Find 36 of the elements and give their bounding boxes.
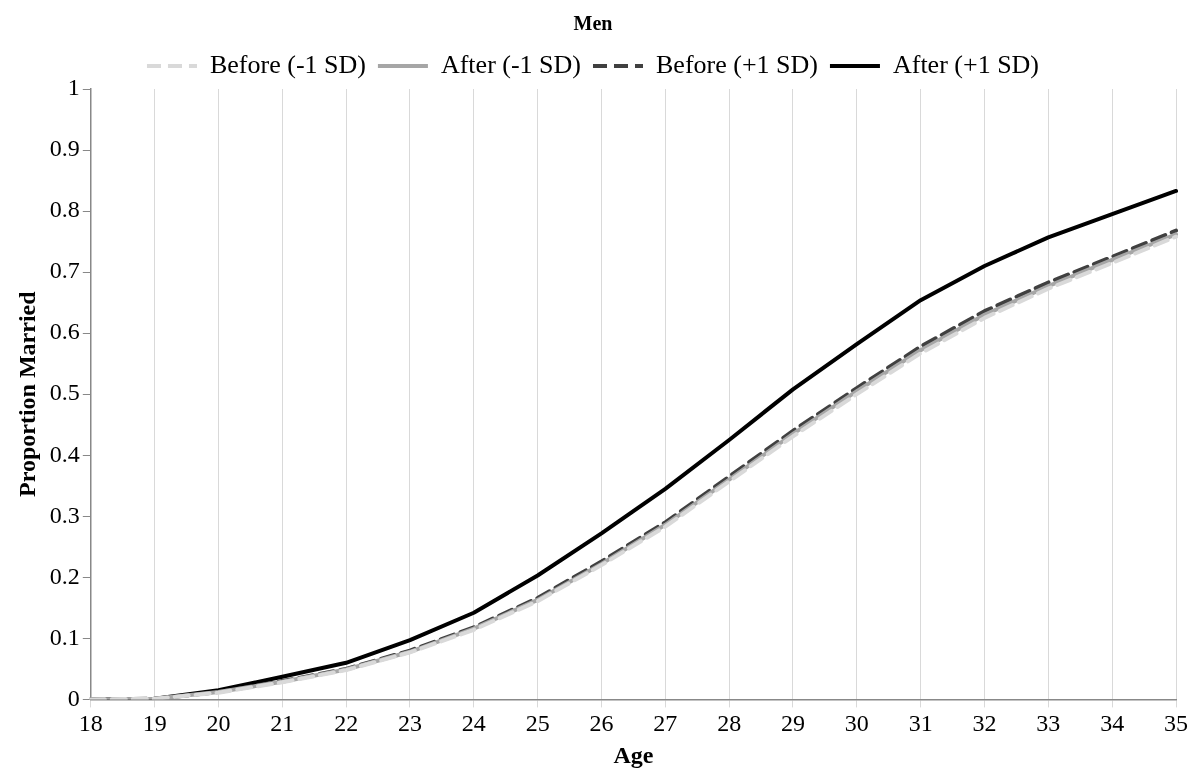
y-tick-label: 0.3	[49, 501, 80, 528]
y-tick-label: 0.6	[49, 318, 80, 345]
y-tick-label: 0.8	[49, 196, 80, 223]
y-tick-label: 0.1	[49, 623, 80, 650]
legend-label: Before (-1 SD)	[209, 49, 366, 79]
x-tick-label: 29	[780, 710, 805, 737]
x-tick-label: 23	[397, 710, 422, 737]
legend-label: After (-1 SD)	[440, 49, 582, 79]
x-tick-label: 20	[206, 710, 231, 737]
y-tick-label: 0.2	[49, 562, 80, 589]
x-tick-label: 35	[1164, 710, 1188, 737]
x-tick-label: 26	[589, 710, 614, 737]
x-axis-title: Age	[613, 741, 654, 768]
y-tick-label: 0	[67, 684, 80, 711]
x-tick-label: 34	[1100, 710, 1125, 737]
x-tick-label: 24	[461, 710, 486, 737]
y-tick-label: 0.7	[49, 257, 80, 284]
y-tick-label: 1	[67, 74, 80, 101]
legend-label: Before (+1 SD)	[656, 49, 818, 79]
x-tick-label: 21	[270, 710, 295, 737]
legend-label: After (+1 SD)	[892, 49, 1040, 79]
y-tick-label: 0.4	[49, 440, 80, 467]
chart-title: Men	[573, 12, 613, 35]
y-axis-title: Proportion Married	[13, 290, 40, 497]
x-tick-label: 19	[142, 710, 167, 737]
y-tick-label: 0.9	[49, 135, 80, 162]
x-tick-label: 25	[525, 710, 550, 737]
x-tick-label: 32	[972, 710, 997, 737]
y-tick-label: 0.5	[49, 379, 80, 406]
x-tick-label: 27	[653, 710, 678, 737]
x-tick-label: 22	[334, 710, 359, 737]
x-tick-label: 30	[844, 710, 869, 737]
x-tick-label: 31	[908, 710, 933, 737]
x-tick-label: 33	[1036, 710, 1061, 737]
x-tick-label: 18	[78, 710, 103, 737]
x-tick-label: 28	[717, 710, 742, 737]
